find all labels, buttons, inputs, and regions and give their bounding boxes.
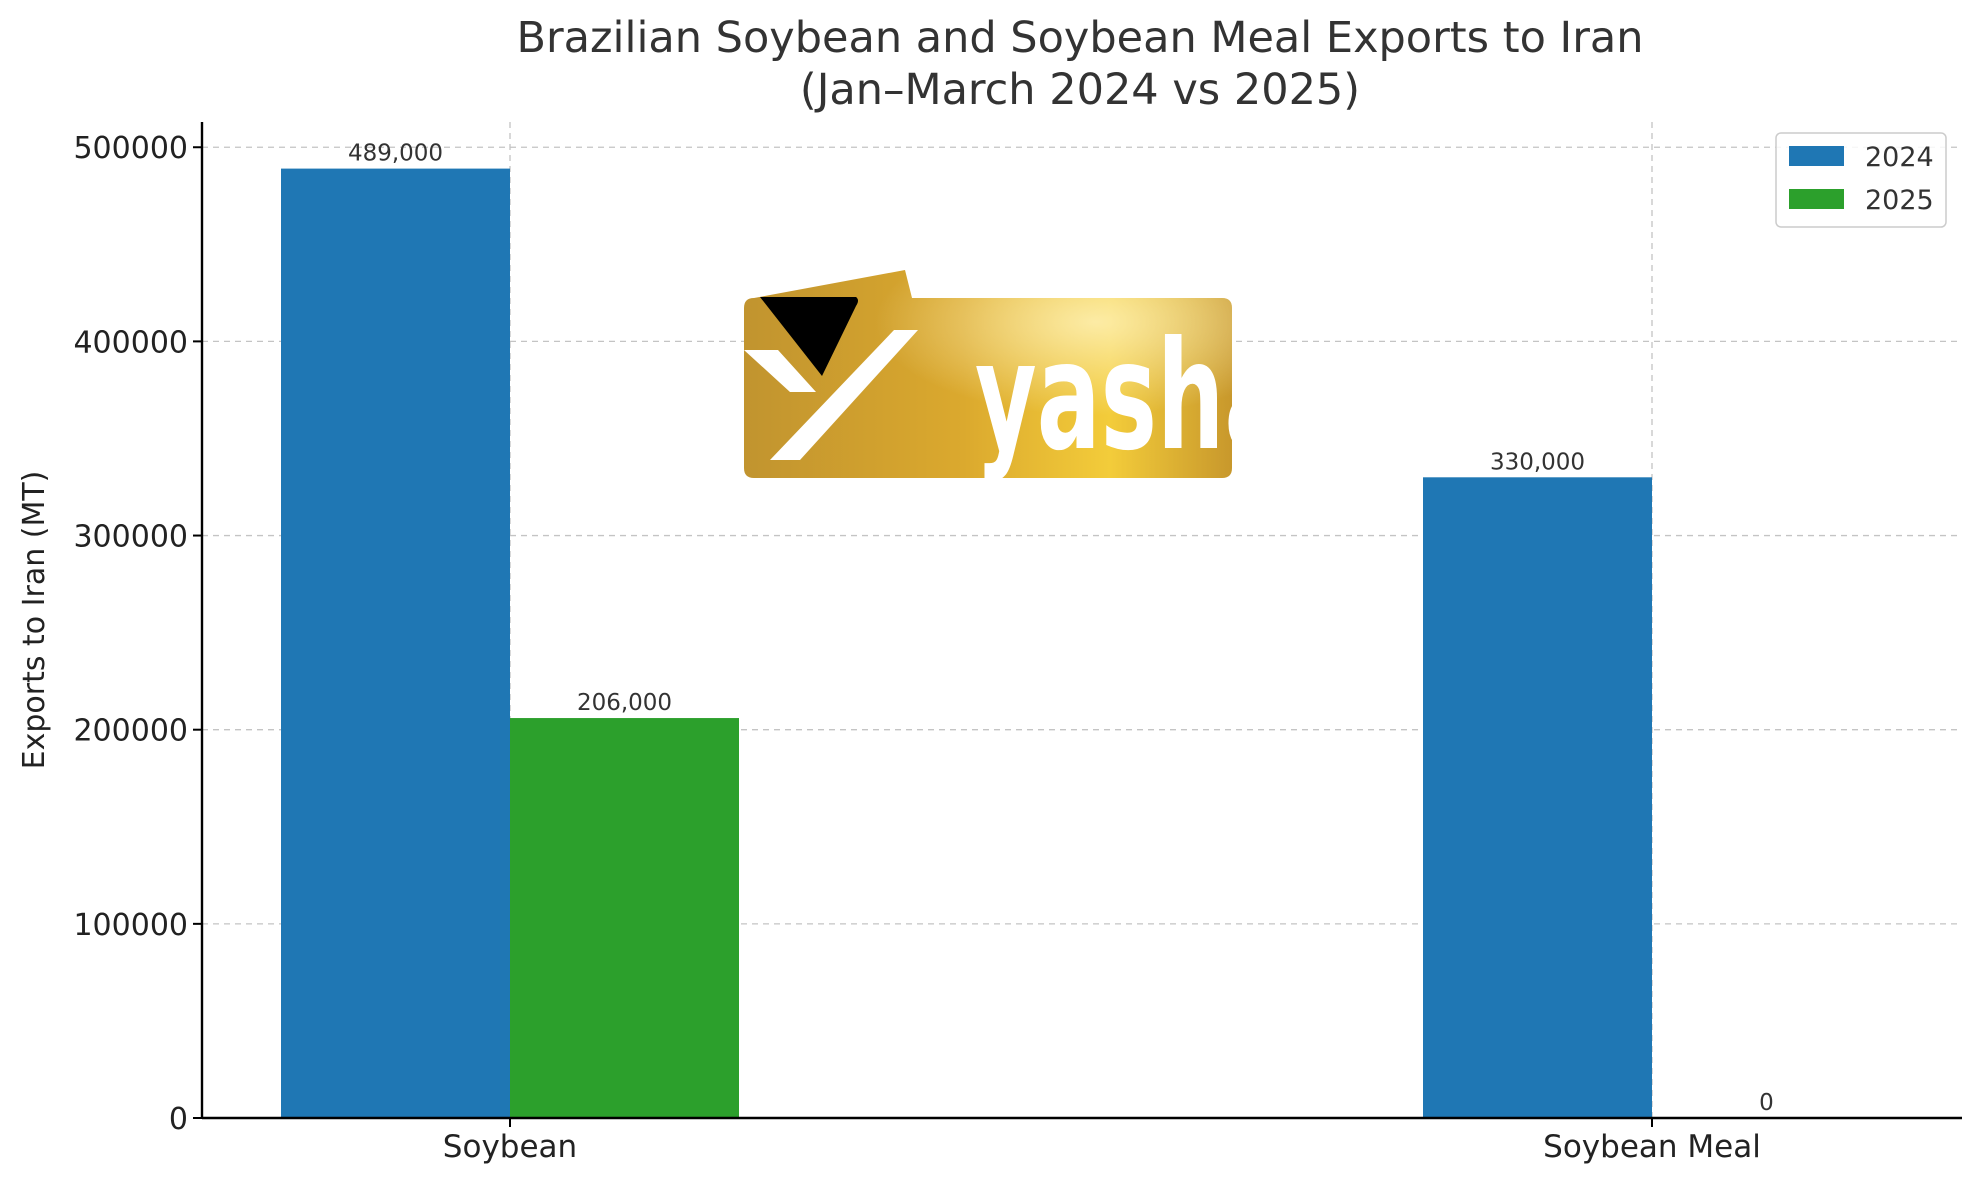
- axes: [200, 122, 1962, 1120]
- x-axis-ticks: Soybean Soybean Meal: [443, 1118, 1761, 1165]
- x-tick-label: Soybean Meal: [1543, 1129, 1761, 1165]
- logo-text: yashar: [975, 310, 1335, 484]
- data-label: 489,000: [348, 141, 443, 167]
- logo-black-triangle: [760, 297, 858, 376]
- legend: 2024 2025: [1775, 132, 1947, 228]
- y-tick-label: 200000: [73, 714, 188, 749]
- y-axis-ticks: 0 100000 200000 300000 400000 500000: [73, 131, 202, 1137]
- y-tick-label: 500000: [73, 131, 188, 166]
- bar-2024-soybean: [281, 168, 510, 1118]
- chart-title-line-1: Brazilian Soybean and Soybean Meal Expor…: [516, 13, 1643, 63]
- bar-2025-soybean: [510, 718, 739, 1118]
- data-label: 206,000: [577, 690, 672, 716]
- chart-title: Brazilian Soybean and Soybean Meal Expor…: [516, 13, 1643, 115]
- bar-2024-soybean-meal: [1423, 477, 1652, 1119]
- legend-label-2024: 2024: [1865, 142, 1934, 173]
- data-label: 330,000: [1490, 449, 1585, 475]
- data-label: 0: [1759, 1090, 1774, 1116]
- x-tick-label: Soybean: [443, 1129, 577, 1165]
- legend-swatch-2024: [1789, 146, 1844, 166]
- y-tick-label: 0: [169, 1102, 188, 1137]
- y-tick-label: 300000: [73, 520, 188, 555]
- y-tick-label: 400000: [73, 325, 188, 360]
- legend-swatch-2025: [1789, 189, 1844, 209]
- legend-label-2025: 2025: [1865, 185, 1934, 216]
- yashar-logo: yashar: [744, 270, 1335, 484]
- chart-title-line-2: (Jan–March 2024 vs 2025): [800, 65, 1360, 115]
- y-axis-label: Exports to Iran (MT): [17, 471, 52, 770]
- y-tick-label: 100000: [73, 908, 188, 943]
- data-labels: 489,000 330,000 206,000 0: [348, 141, 1774, 1116]
- bars: [281, 168, 1652, 1119]
